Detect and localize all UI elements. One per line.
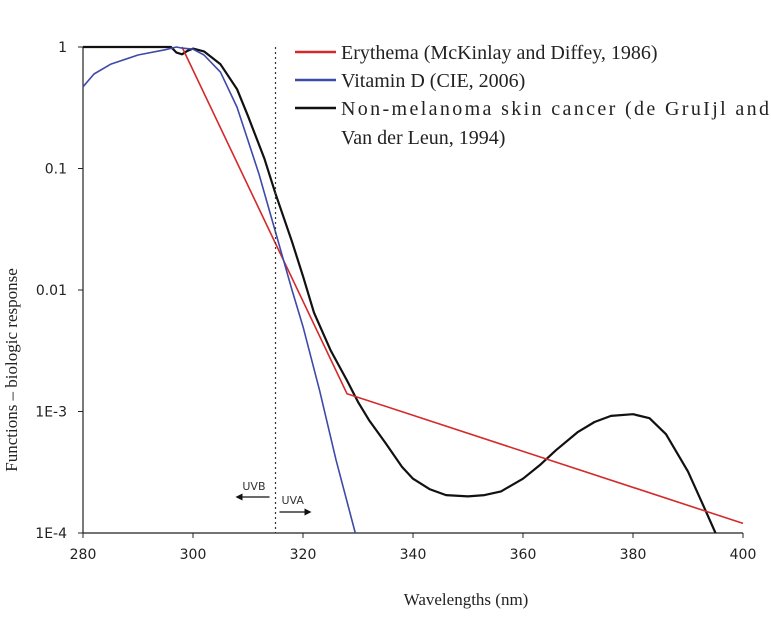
uva-arrowhead xyxy=(304,508,312,516)
x-tick-label: 400 xyxy=(730,547,757,563)
uva-label: UVA xyxy=(282,494,305,507)
legend-label-1: Vitamin D (CIE, 2006) xyxy=(341,70,525,92)
x-tick-label: 320 xyxy=(290,547,317,563)
y-tick-label: 0.1 xyxy=(45,162,67,178)
y-tick-label: 1 xyxy=(58,40,67,56)
x-tick-label: 380 xyxy=(620,547,647,563)
uvb-label: UVB xyxy=(242,480,265,493)
series-line-1 xyxy=(82,46,357,534)
y-axis-title: Functions – biologic response xyxy=(2,268,21,472)
y-tick-label: 1E-3 xyxy=(35,405,67,421)
annotation-layer: UVB UVA xyxy=(235,47,312,533)
legend-label-2: Non-melanoma skin cancer (de GruIjl and V… xyxy=(341,98,769,149)
x-axis-title: Wavelengths (nm) xyxy=(404,590,529,609)
series-line-0 xyxy=(181,46,744,525)
x-tick-label: 360 xyxy=(510,547,537,563)
series-line-2 xyxy=(83,45,717,534)
x-tick-label: 300 xyxy=(180,547,207,563)
axes: 280 300 320 340 360 380 400 1 0.1 0.01 1E-3 1E-4 xyxy=(35,40,756,563)
legend-label-0: Erythema (McKinlay and Diffey, 1986) xyxy=(341,42,658,64)
x-tick-label: 340 xyxy=(400,547,427,563)
legend: Erythema (McKinlay and Diffey, 1986) Vita… xyxy=(295,42,769,149)
uvb-arrowhead xyxy=(235,493,243,501)
x-tick-label: 280 xyxy=(70,547,97,563)
series-layer xyxy=(82,45,744,534)
y-tick-label: 0.01 xyxy=(36,283,67,299)
y-tick-label: 1E-4 xyxy=(35,526,67,542)
